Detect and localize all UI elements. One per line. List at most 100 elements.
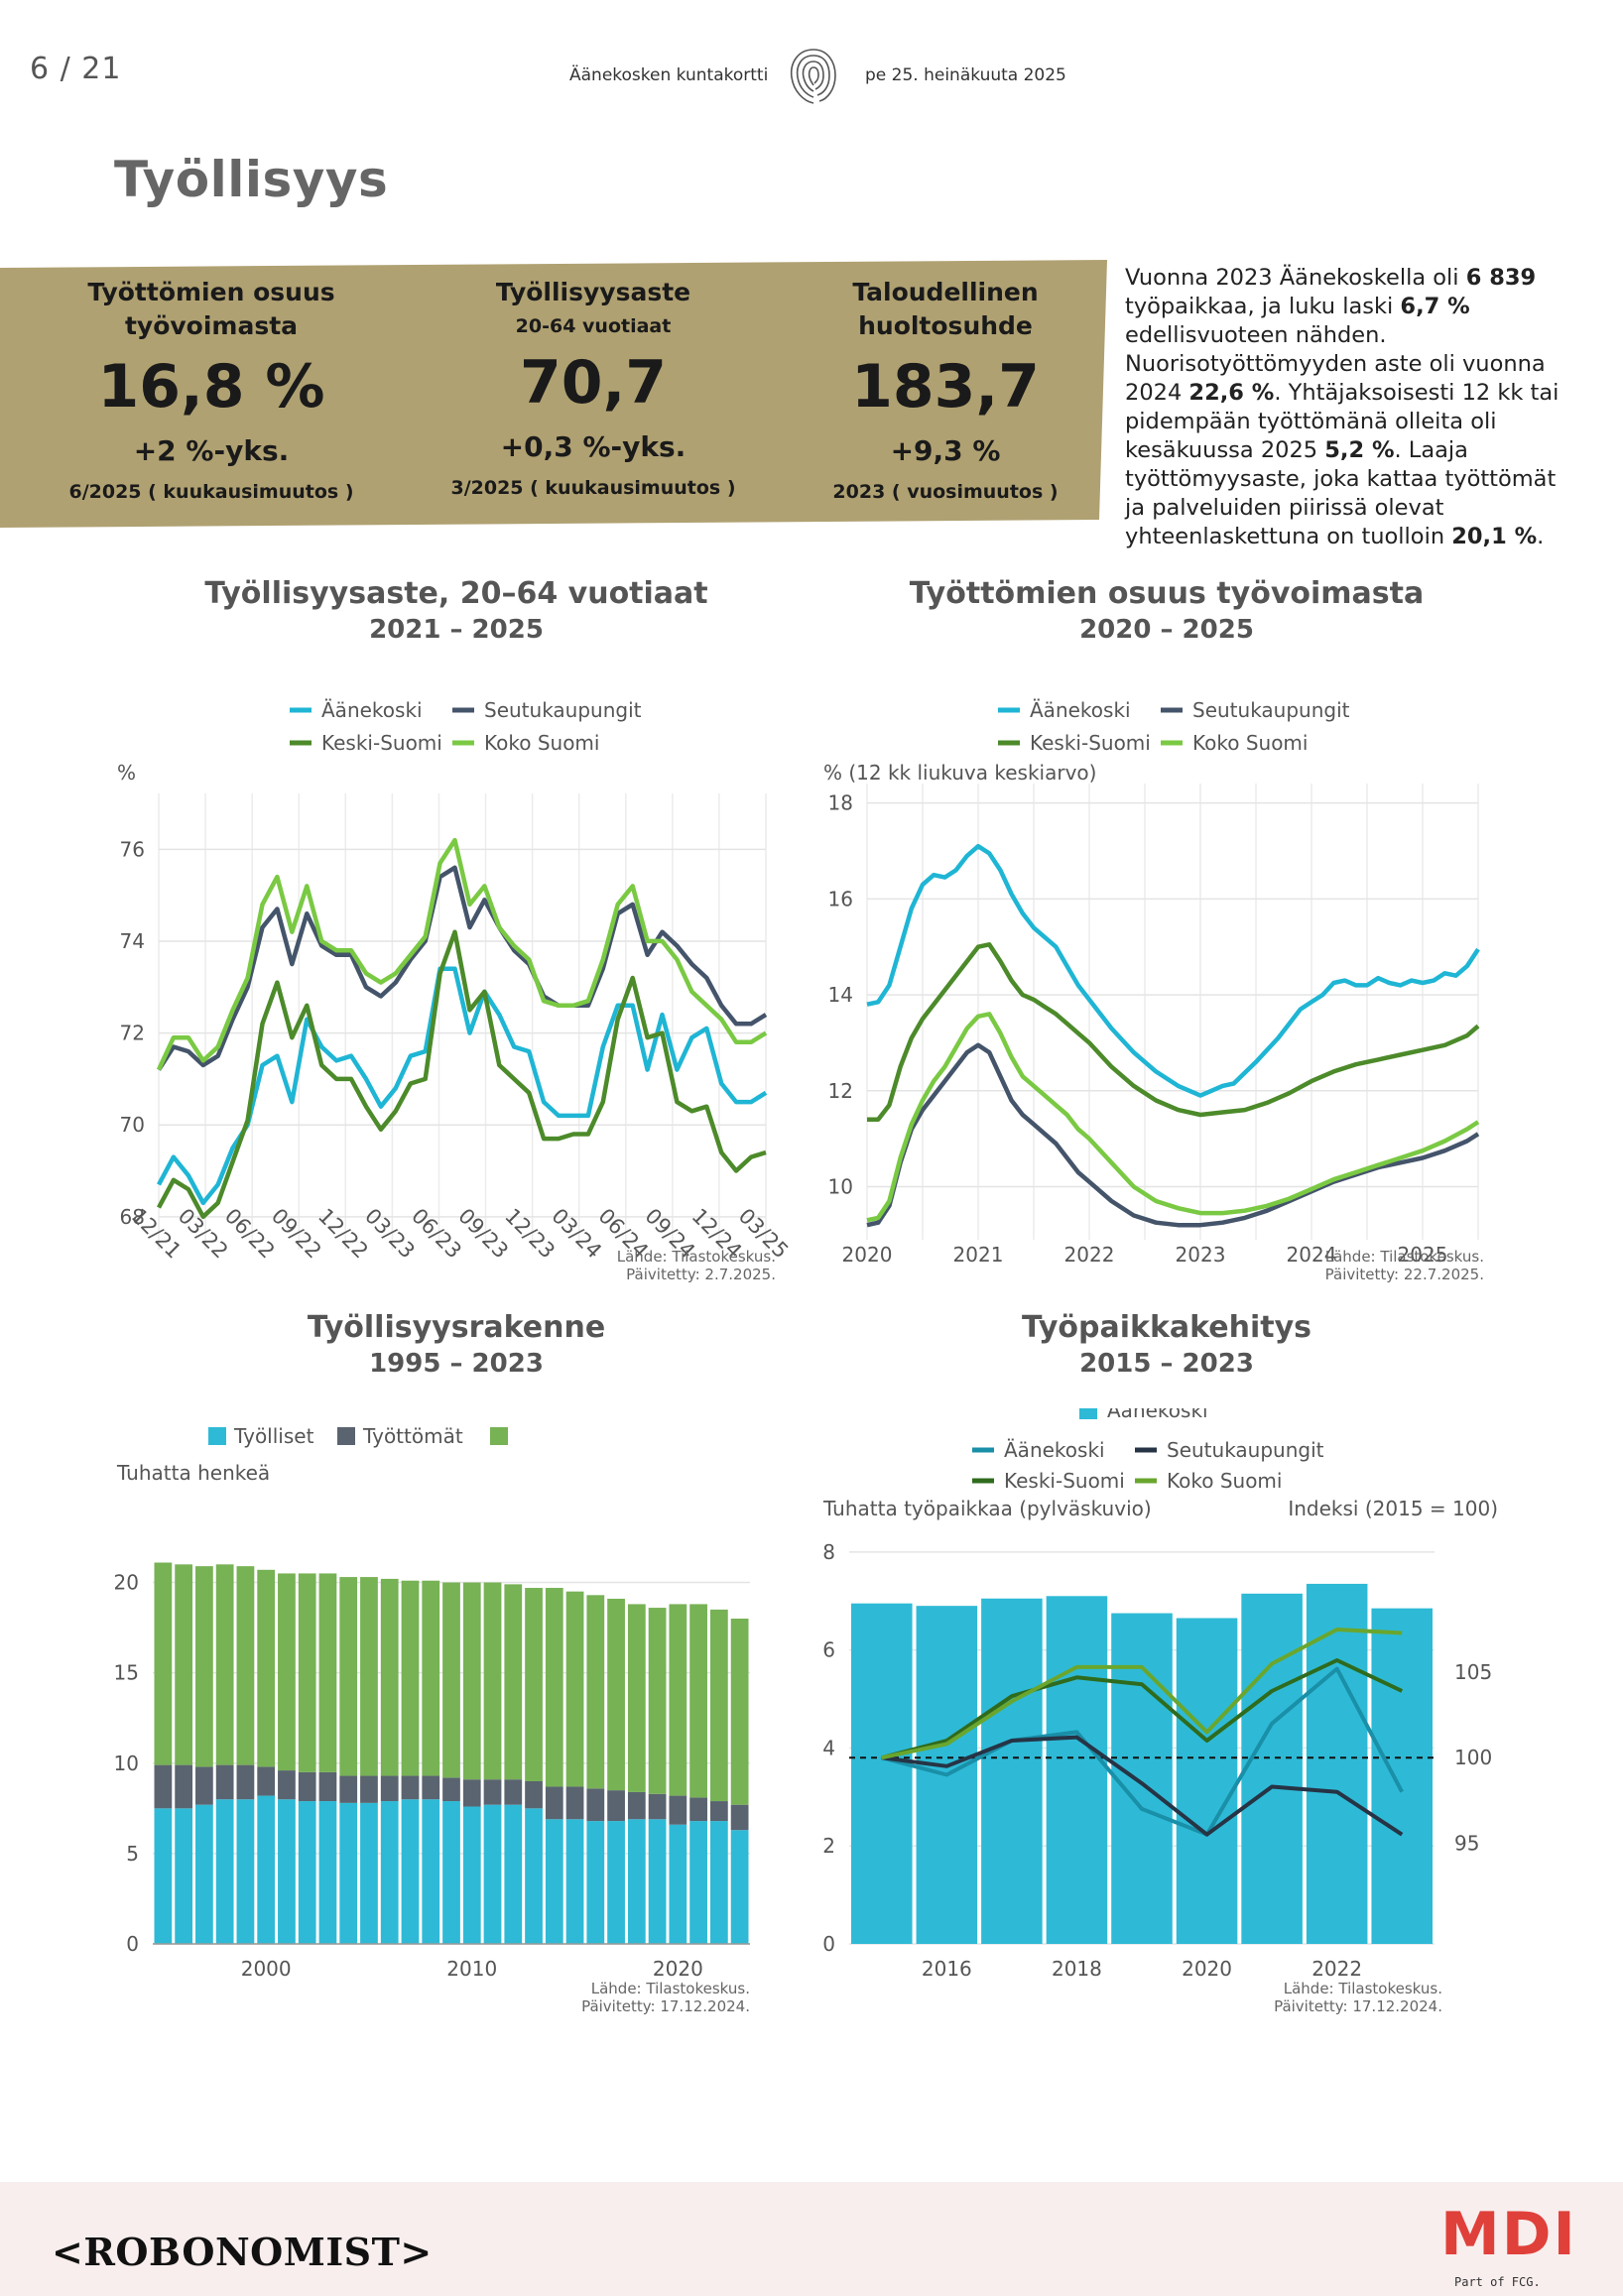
bar-segment — [607, 1821, 625, 1944]
bar-segment — [462, 1779, 481, 1807]
bar-segment — [607, 1598, 625, 1791]
x-tick-label: 2020 — [1182, 1957, 1232, 1981]
x-tick-label: 12/23 — [500, 1204, 560, 1264]
legend-label: Äänekoski — [1004, 1438, 1105, 1462]
y-tick-label: 72 — [120, 1022, 145, 1045]
bar — [1111, 1613, 1173, 1944]
kpi-title: Taloudellinen huoltosuhde — [852, 278, 1039, 340]
y-tick-label: 10 — [828, 1174, 853, 1198]
bar-segment — [689, 1604, 707, 1798]
summary-text: Vuonna 2023 Äänekoskella oli 6 839 työpa… — [1125, 264, 1571, 551]
y-tick-label: 16 — [828, 887, 853, 910]
y-axis-label: % (12 kk liukuva keskiarvo) — [823, 761, 1096, 785]
y2-axis-label: Indeksi (2015 = 100) — [1288, 1497, 1498, 1520]
bar-segment — [401, 1799, 420, 1944]
header-title: Äänekosken kuntakortti — [569, 65, 769, 85]
bar-segment — [175, 1808, 193, 1944]
summary-fragment: Vuonna 2023 Äänekoskella oli — [1125, 265, 1466, 291]
chart-source: Lähde: Tilastokeskus. — [591, 1980, 750, 1997]
y-axis-label: Tuhatta työpaikkaa (pylväskuvio) — [822, 1497, 1152, 1520]
y-tick-label: 12 — [828, 1079, 853, 1103]
bar-segment — [154, 1562, 173, 1765]
legend-label: Äänekoski — [1030, 698, 1131, 722]
kpi-value: 70,7 — [519, 348, 668, 418]
x-tick-label: 03/23 — [360, 1204, 420, 1264]
summary-fragment: . Yhtäjaksoisesti 12 kk tai pidempään ty… — [1125, 380, 1560, 463]
bar-segment — [730, 1804, 749, 1831]
y-tick-label: 18 — [828, 791, 853, 815]
legend-label: Koko Suomi — [1167, 1469, 1282, 1493]
legend-label: Seutukaupungit — [484, 698, 642, 722]
legend-label: Seutukaupungit — [1192, 698, 1350, 722]
bar-segment — [525, 1808, 543, 1944]
legend-label: Seutukaupungit — [1167, 1438, 1324, 1462]
bar — [1306, 1583, 1368, 1944]
employment-structure-chart: Työlliset Työttömät Tuhatta henkeä 0 5 10 15 20… — [114, 1424, 750, 2015]
bar-segment — [278, 1799, 296, 1944]
bar-segment — [504, 1584, 523, 1780]
y-tick-label: 0 — [126, 1932, 139, 1956]
bar-segment — [175, 1564, 193, 1765]
bar-segment — [483, 1804, 502, 1944]
x-tick-label: 06/23 — [407, 1204, 466, 1264]
bar-segment — [278, 1573, 296, 1771]
y2-tick-label: 100 — [1454, 1746, 1492, 1769]
bar-segment — [669, 1824, 687, 1944]
bar-segment — [360, 1577, 378, 1776]
robonomist-logo: <ROBONOMIST> — [52, 2230, 433, 2274]
bar-segment — [730, 1619, 749, 1805]
bar-segment — [607, 1790, 625, 1822]
y2-tick-label: 105 — [1454, 1660, 1492, 1684]
chart4-title: Työpaikkakehitys 2015 – 2023 — [1021, 1310, 1312, 1379]
bar-segment — [318, 1573, 337, 1772]
y-tick-label: 70 — [120, 1113, 145, 1137]
y-tick-label: 15 — [114, 1661, 139, 1685]
x-tick-label: 2022 — [1064, 1243, 1115, 1267]
kpi-value: 183,7 — [851, 352, 1040, 422]
x-tick-label: 12/21 — [127, 1204, 187, 1264]
bar-segment — [175, 1764, 193, 1809]
bar-segment — [504, 1779, 523, 1805]
bar-segment — [545, 1786, 563, 1820]
kpi-unemployment: Työttömien osuus työvoimasta 16,8 % +2 %-… — [48, 276, 375, 506]
chart-updated: Päivitetty: 17.12.2024. — [1274, 1997, 1442, 2015]
kpi-period: 3/2025 ( kuukausimuutos ) — [450, 477, 736, 499]
fcg-label: Part of FCG. — [1454, 2275, 1541, 2289]
y-tick-label: 10 — [114, 1752, 139, 1775]
summary-fragment: . Laaja työttömyysaste, joka kattaa työt… — [1125, 437, 1557, 549]
series-line-Äänekoski — [866, 843, 1480, 1098]
legend-label: Äänekoski — [321, 698, 423, 722]
x-tick-label: 2000 — [241, 1957, 292, 1981]
bar-segment — [627, 1791, 646, 1820]
legend-swatch — [1079, 1408, 1097, 1419]
summary-fragment: työpaikkaa, ja luku laski — [1125, 294, 1401, 319]
bar-segment — [689, 1797, 707, 1822]
page-number: 6 / 21 — [30, 52, 122, 86]
jobs-development-chart: Äänekoski Äänekoski Seutukaupungit Keski-Su… — [822, 1408, 1498, 2015]
bar-segment — [298, 1801, 316, 1944]
y-axis-label: % — [117, 761, 136, 785]
bar-segment — [730, 1830, 749, 1944]
bar — [1176, 1618, 1238, 1944]
x-tick-label: 06/22 — [220, 1204, 280, 1264]
bar-segment — [462, 1582, 481, 1780]
series-line-Seutukaupungit — [881, 1735, 1404, 1837]
bar-segment — [709, 1609, 728, 1802]
kpi-change: +9,3 % — [890, 434, 1001, 467]
x-tick-label: 2022 — [1311, 1957, 1362, 1981]
bar-segment — [215, 1564, 234, 1765]
kpi-employment-rate: Työllisyysaste 20-64 vuotiaat 70,7 +0,3 … — [430, 276, 757, 502]
bar-segment — [483, 1779, 502, 1805]
bar-segment — [422, 1775, 440, 1800]
y-tick-label: 4 — [822, 1736, 835, 1759]
bar-segment — [442, 1582, 460, 1778]
bar-segment — [236, 1764, 255, 1800]
chart3-title: Työllisyysrakenne 1995 – 2023 — [307, 1310, 606, 1379]
bar-segment — [339, 1802, 358, 1944]
legend-label: Työttömät — [362, 1424, 463, 1448]
bar-segment — [318, 1771, 337, 1802]
bar-segment — [422, 1580, 440, 1776]
bar-segment — [627, 1604, 646, 1792]
y-tick-label: 8 — [822, 1540, 835, 1564]
bar-segment — [462, 1806, 481, 1944]
